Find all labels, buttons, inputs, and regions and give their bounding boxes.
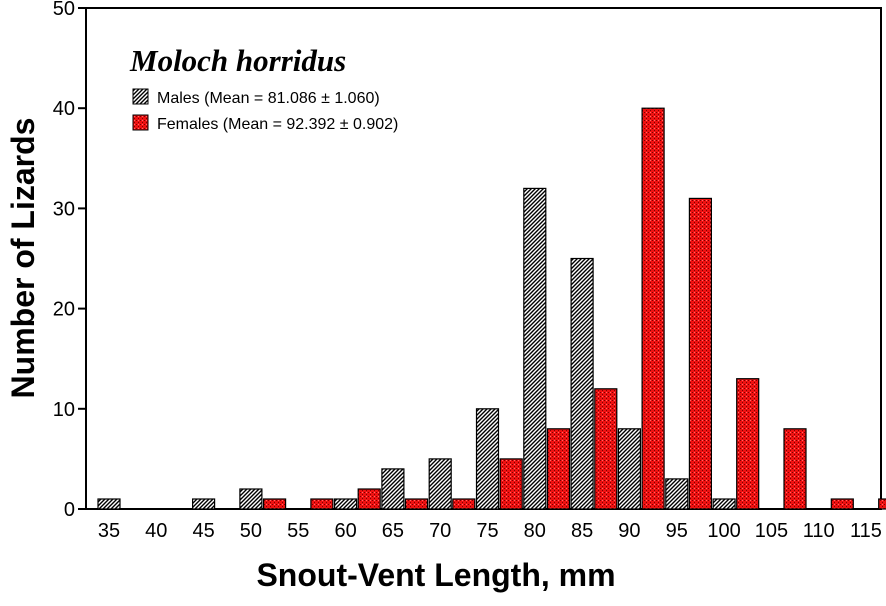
females-bar-105 [783, 428, 807, 510]
x-tick-label: 75 [476, 520, 498, 542]
males-bar-50 [239, 488, 263, 510]
legend-swatch-females [132, 114, 149, 131]
x-axis: 35 40 45 50 55 60 65 70 75 80 85 90 95 100 105 110 115 [98, 520, 882, 542]
x-tick-label: 110 [803, 520, 835, 542]
females-bar-100 [736, 378, 760, 510]
bars-layer [97, 107, 886, 510]
females-bar-90 [641, 107, 665, 510]
y-tick-label: 0 [64, 499, 75, 521]
males-bar-65 [381, 468, 405, 510]
x-tick-label: 50 [240, 520, 262, 542]
legend-swatch-males [132, 88, 149, 105]
x-tick-label: 65 [382, 520, 404, 542]
males-bar-100 [712, 498, 736, 510]
males-bar-45 [192, 498, 216, 510]
females-bar-55 [310, 498, 334, 510]
males-bar-75 [475, 408, 500, 510]
y-tick-label: 50 [53, 0, 75, 20]
females-bar-70 [452, 498, 476, 510]
y-axis: 0 10 20 30 40 50 [53, 0, 86, 521]
males-bar-60 [334, 498, 358, 510]
females-bar-85 [594, 388, 618, 510]
legend-label-females: Females (Mean = 92.392 ± 0.902) [157, 116, 398, 133]
y-tick-label: 10 [53, 399, 75, 421]
females-bar-65 [404, 498, 429, 510]
legend-label-males: Males (Mean = 81.086 ± 1.060) [157, 90, 380, 107]
males-bar-80 [523, 187, 547, 510]
females-bar-95 [688, 197, 713, 510]
x-tick-label: 100 [707, 520, 740, 542]
x-tick-label: 115 [850, 520, 882, 542]
y-axis-title: Number of Lizards [5, 118, 41, 399]
females-bar-115 [878, 498, 886, 510]
x-tick-label: 80 [524, 520, 546, 542]
x-tick-label: 95 [666, 520, 688, 542]
females-bar-50 [263, 498, 287, 510]
y-tick-label: 40 [53, 98, 75, 120]
males-bar-95 [665, 478, 689, 510]
males-bar-35 [97, 498, 121, 510]
y-tick-label: 30 [53, 198, 75, 220]
x-tick-label: 105 [755, 520, 788, 542]
females-bar-80 [546, 428, 571, 510]
males-bar-85 [570, 257, 594, 510]
x-tick-label: 85 [571, 520, 593, 542]
x-tick-label: 35 [98, 520, 120, 542]
males-bar-70 [428, 458, 452, 510]
females-bar-75 [499, 458, 523, 510]
x-tick-label: 70 [429, 520, 451, 542]
chart-title: Moloch horridus [129, 43, 346, 78]
x-tick-label: 60 [334, 520, 356, 542]
x-tick-label: 90 [618, 520, 640, 542]
females-bar-110 [830, 498, 854, 510]
x-tick-label: 40 [145, 520, 167, 542]
x-tick-label: 45 [192, 520, 214, 542]
y-tick-label: 20 [53, 299, 75, 321]
x-tick-label: 55 [287, 520, 309, 542]
x-axis-title: Snout-Vent Length, mm [256, 557, 615, 593]
males-bar-90 [617, 428, 642, 510]
females-bar-60 [357, 488, 381, 510]
